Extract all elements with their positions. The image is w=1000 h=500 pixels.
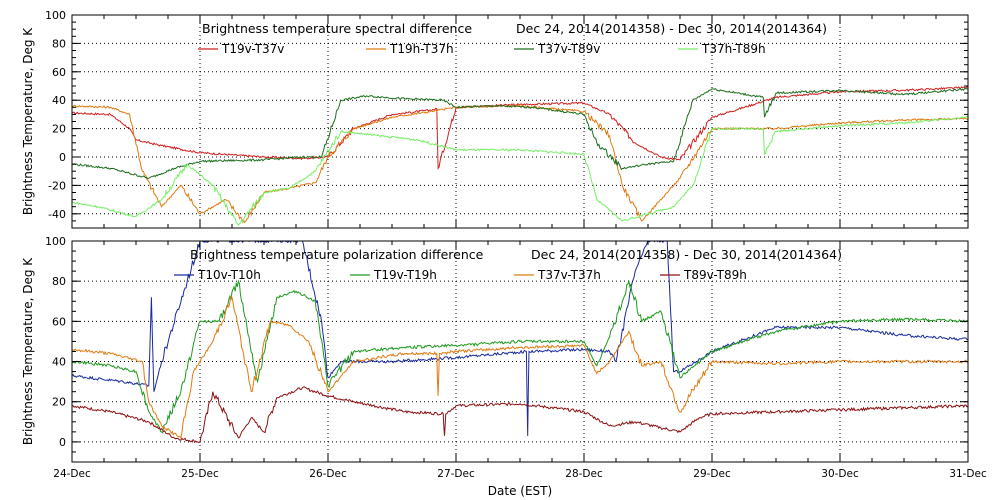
- y-tick-label: 80: [52, 37, 66, 50]
- polarization-ticks: [71, 240, 969, 463]
- legend-label: T37v-T89v: [537, 42, 600, 56]
- series-line-T37v-T37h: [72, 296, 968, 440]
- y-tick-label: -20: [48, 179, 66, 192]
- x-tick-label: 30-Dec: [821, 468, 859, 480]
- polarization-period: Dec 24, 2014(2014358) - Dec 30, 2014(201…: [531, 247, 842, 262]
- series-line-T19v-T19h: [72, 279, 968, 434]
- x-tick-label: 31-Dec: [949, 468, 987, 480]
- spectral-y-tick-labels: -40 -20 0 20 40 60 80 100: [45, 9, 66, 221]
- x-tick-label: 25-Dec: [181, 468, 219, 480]
- y-tick-label: 60: [52, 315, 66, 328]
- spectral-plot-frame: [71, 14, 969, 229]
- polarization-gridlines: [72, 241, 968, 462]
- y-tick-label: 100: [45, 9, 66, 22]
- spectral-series: [72, 85, 968, 227]
- y-tick-label: 60: [52, 66, 66, 79]
- series-line-T37h-T89h: [72, 115, 968, 227]
- series-line-T37v-T89v: [72, 87, 968, 180]
- spectral-title: Brightness temperature spectral differen…: [202, 21, 472, 36]
- series-line-T19v-T37v: [72, 85, 968, 170]
- polarization-y-tick-labels: 0 20 40 60 80 100: [45, 235, 66, 449]
- y-tick-label: 20: [52, 123, 66, 136]
- series-line-T19h-T37h: [72, 104, 968, 224]
- legend-label: T19v-T19h: [373, 268, 437, 282]
- y-tick-label: 40: [52, 94, 66, 107]
- y-tick-label: -40: [48, 208, 66, 221]
- legend-label: T37h-T89h: [701, 42, 766, 56]
- spectral-gridlines: [72, 15, 968, 228]
- polarization-legend: T10v-T10h T19v-T19h T37v-T37h T89v-T89h: [174, 268, 747, 282]
- spectral-legend: T19v-T37v T19h-T37h T37v-T89v T37h-T89h: [198, 42, 766, 56]
- y-tick-label: 20: [52, 396, 66, 409]
- x-tick-label: 24-Dec: [53, 468, 91, 480]
- polarization-x-tick-labels: 24-Dec 25-Dec 26-Dec 27-Dec 28-Dec 29-Dec 30-D…: [53, 468, 987, 480]
- y-tick-label: 0: [59, 151, 66, 164]
- spectral-period: Dec 24, 2014(2014358) - Dec 30, 2014(201…: [516, 21, 827, 36]
- legend-label: T10v-T10h: [197, 268, 261, 282]
- x-axis-label: Date (EST): [488, 484, 552, 498]
- y-tick-label: 100: [45, 235, 66, 248]
- spectral-difference-panel: -40 -20 0 20 40 60 80 100 Brightness Temperatur…: [21, 9, 969, 229]
- spectral-y-axis-label: Brightness Temperature, Deg K: [21, 27, 35, 215]
- polarization-y-axis-label: Brightness Temperature, Deg K: [21, 257, 35, 445]
- series-line-T89v-T89h: [72, 386, 968, 444]
- polarization-title: Brightness temperature polarization diff…: [190, 247, 484, 262]
- spectral-ticks: [71, 14, 969, 229]
- legend-label: T19v-T37v: [221, 42, 284, 56]
- x-tick-label: 27-Dec: [437, 468, 475, 480]
- x-tick-label: 29-Dec: [693, 468, 731, 480]
- y-tick-label: 0: [59, 436, 66, 449]
- polarization-difference-panel: 0 20 40 60 80 100 24-Dec 25-Dec 26-Dec 27-Dec 28-…: [21, 235, 987, 498]
- y-tick-label: 40: [52, 356, 66, 369]
- legend-label: T89v-T89h: [683, 268, 747, 282]
- x-tick-label: 26-Dec: [309, 468, 347, 480]
- x-tick-label: 28-Dec: [565, 468, 603, 480]
- y-tick-label: 80: [52, 275, 66, 288]
- series-line-T10v-T10h: [72, 241, 968, 436]
- legend-label: T19h-T37h: [389, 42, 454, 56]
- legend-label: T37v-T37h: [537, 268, 601, 282]
- polarization-series: [72, 241, 968, 444]
